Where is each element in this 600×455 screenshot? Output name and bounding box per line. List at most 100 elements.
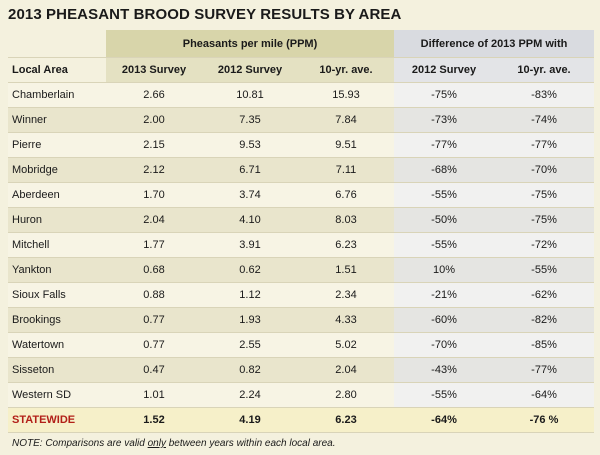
table-row: Yankton 0.68 0.62 1.51 10% -55% (8, 257, 595, 283)
ten-year-average-cell: 15.93 (298, 82, 395, 108)
survey-2012-cell: 7.35 (202, 107, 298, 133)
area-cell: Pierre (8, 132, 106, 158)
diff-ten-year-cell: -77% (494, 132, 595, 158)
group-header-row: Pheasants per mile (PPM) Difference of 2… (8, 30, 595, 58)
table-row: Pierre 2.15 9.53 9.51 -77% -77% (8, 132, 595, 158)
area-cell: Chamberlain (8, 82, 106, 108)
table-row: Sioux Falls 0.88 1.12 2.34 -21% -62% (8, 282, 595, 308)
ten-year-average-cell: 7.11 (298, 157, 395, 183)
survey-2013-cell: 1.01 (106, 382, 202, 408)
blank-header-cell (8, 30, 106, 58)
diff-2012-cell: -68% (394, 157, 495, 183)
table-row: Watertown 0.77 2.55 5.02 -70% -85% (8, 332, 595, 358)
ten-year-average-cell: 1.51 (298, 257, 395, 283)
survey-2013-cell: 0.47 (106, 357, 202, 383)
survey-2012-cell: 0.62 (202, 257, 298, 283)
diff-ten-year-cell: -82% (494, 307, 595, 333)
diff-ten-year-cell: -85% (494, 332, 595, 358)
table-row: Huron 2.04 4.10 8.03 -50% -75% (8, 207, 595, 233)
ten-year-average-cell: 4.33 (298, 307, 395, 333)
survey-2013-cell: 2.66 (106, 82, 202, 108)
survey-2013-cell: 2.04 (106, 207, 202, 233)
survey-2012-cell: 9.53 (202, 132, 298, 158)
note-emphasis: only (147, 438, 166, 449)
survey-2012-cell: 3.74 (202, 182, 298, 208)
area-cell: Mobridge (8, 157, 106, 183)
survey-2012-cell: 10.81 (202, 82, 298, 108)
table-row: Brookings 0.77 1.93 4.33 -60% -82% (8, 307, 595, 333)
survey-2013-cell: 2.12 (106, 157, 202, 183)
survey-2013-cell: 0.77 (106, 307, 202, 333)
table-body: Chamberlain 2.66 10.81 15.93 -75% -83% Winner 2… (8, 82, 595, 433)
diff-2012-cell: 10% (394, 257, 495, 283)
comparison-note: NOTE: Comparisons are valid only between… (8, 433, 594, 455)
diff-2012-cell: -43% (394, 357, 495, 383)
survey-2012-cell: 6.71 (202, 157, 298, 183)
area-cell: Western SD (8, 382, 106, 408)
survey-2012-cell: 1.93 (202, 307, 298, 333)
survey-2012-cell: 0.82 (202, 357, 298, 383)
results-table-container: Pheasants per mile (PPM) Difference of 2… (8, 30, 595, 455)
diff-ten-year-header: 10-yr. ave. (494, 57, 595, 83)
ten-year-average-cell: 9.51 (298, 132, 395, 158)
table-row: Mitchell 1.77 3.91 6.23 -55% -72% (8, 232, 595, 258)
area-cell: Huron (8, 207, 106, 233)
survey-2013-cell: 2.15 (106, 132, 202, 158)
diff-ten-year-cell: -74% (494, 107, 595, 133)
table-row: Western SD 1.01 2.24 2.80 -55% -64% (8, 382, 595, 408)
area-cell: Mitchell (8, 232, 106, 258)
table-row: Winner 2.00 7.35 7.84 -73% -74% (8, 107, 595, 133)
diff-ten-year-cell: -64% (494, 382, 595, 408)
results-table: Pheasants per mile (PPM) Difference of 2… (8, 30, 595, 433)
ppm-group-header: Pheasants per mile (PPM) (106, 30, 395, 58)
diff-2012-cell: -50% (394, 207, 495, 233)
area-cell: Winner (8, 107, 106, 133)
area-cell: Yankton (8, 257, 106, 283)
ten-year-average-cell: 6.23 (298, 407, 395, 433)
ten-year-average-cell: 6.23 (298, 232, 395, 258)
survey-2012-cell: 1.12 (202, 282, 298, 308)
area-cell: Brookings (8, 307, 106, 333)
diff-2012-cell: -64% (394, 407, 495, 433)
survey-2012-header: 2012 Survey (202, 57, 298, 83)
diff-ten-year-cell: -83% (494, 82, 595, 108)
survey-2013-cell: 2.00 (106, 107, 202, 133)
table-title: 2013 PHEASANT BROOD SURVEY RESULTS BY AR… (8, 6, 402, 23)
area-cell: Aberdeen (8, 182, 106, 208)
ten-year-average-cell: 6.76 (298, 182, 395, 208)
diff-2012-cell: -60% (394, 307, 495, 333)
diff-2012-cell: -21% (394, 282, 495, 308)
survey-2012-cell: 4.19 (202, 407, 298, 433)
survey-2013-cell: 0.77 (106, 332, 202, 358)
table-row: Mobridge 2.12 6.71 7.11 -68% -70% (8, 157, 595, 183)
diff-2012-cell: -55% (394, 382, 495, 408)
diff-2012-cell: -77% (394, 132, 495, 158)
ten-year-average-cell: 8.03 (298, 207, 395, 233)
ten-year-average-cell: 2.04 (298, 357, 395, 383)
local-area-header: Local Area (8, 57, 106, 83)
table-row: Chamberlain 2.66 10.81 15.93 -75% -83% (8, 82, 595, 108)
diff-2012-cell: -55% (394, 232, 495, 258)
diff-ten-year-cell: -62% (494, 282, 595, 308)
diff-ten-year-cell: -70% (494, 157, 595, 183)
survey-2012-cell: 2.55 (202, 332, 298, 358)
note-suffix: between years within each local area. (165, 438, 336, 449)
survey-2013-cell: 1.70 (106, 182, 202, 208)
ten-year-average-cell: 2.80 (298, 382, 395, 408)
survey-2013-cell: 1.77 (106, 232, 202, 258)
area-cell: STATEWIDE (8, 407, 106, 433)
diff-ten-year-cell: -72% (494, 232, 595, 258)
diff-ten-year-cell: -55% (494, 257, 595, 283)
difference-group-header: Difference of 2013 PPM with (394, 30, 595, 58)
survey-2012-cell: 3.91 (202, 232, 298, 258)
ten-year-average-cell: 5.02 (298, 332, 395, 358)
table-row: Aberdeen 1.70 3.74 6.76 -55% -75% (8, 182, 595, 208)
survey-2012-cell: 2.24 (202, 382, 298, 408)
diff-2012-header: 2012 Survey (394, 57, 495, 83)
diff-ten-year-cell: -76 % (494, 407, 595, 433)
survey-2013-cell: 0.88 (106, 282, 202, 308)
ten-year-average-cell: 2.34 (298, 282, 395, 308)
statewide-row: STATEWIDE 1.52 4.19 6.23 -64% -76 % (8, 407, 595, 433)
diff-2012-cell: -75% (394, 82, 495, 108)
diff-2012-cell: -73% (394, 107, 495, 133)
